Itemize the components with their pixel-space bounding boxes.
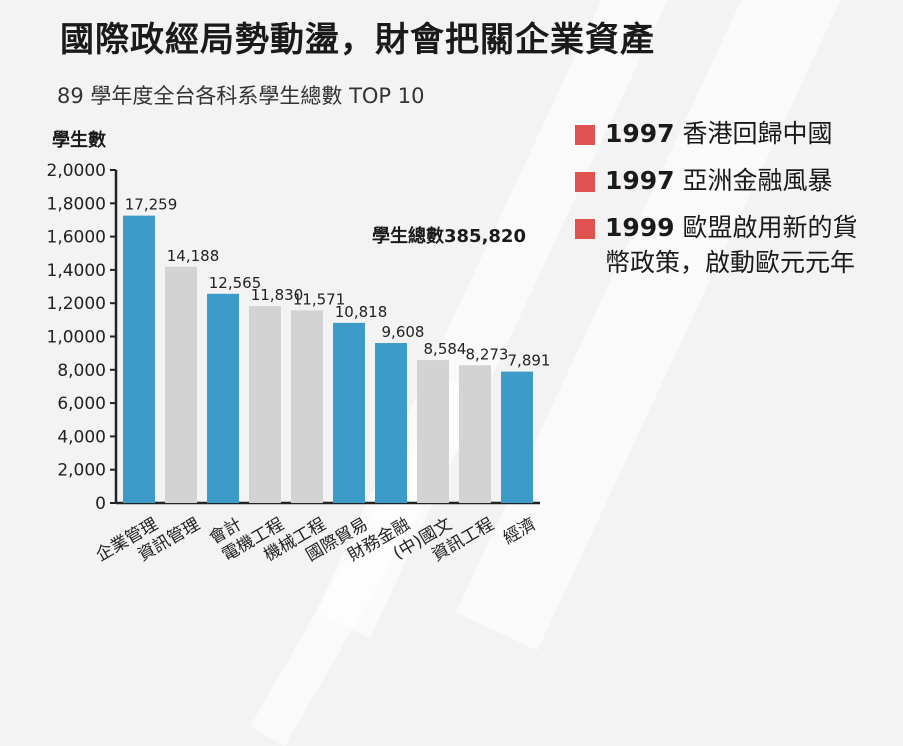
value-label: 8,273 (466, 345, 509, 363)
value-label: 17,259 (125, 196, 178, 214)
value-label: 7,891 (508, 352, 551, 370)
bar (207, 293, 239, 503)
legend-text: 亞洲金融風暴 (682, 166, 833, 195)
legend-item: 1999 歐盟啟用新的貨幣政策，啟動歐元元年 (575, 210, 865, 280)
legend-year: 1997 (605, 119, 675, 148)
y-tick-label: 4,000 (57, 427, 106, 447)
y-tick-label: 1,8000 (47, 194, 106, 214)
legend-year: 1997 (605, 166, 675, 195)
legend-item: 1997 香港回歸中國 (575, 116, 875, 151)
value-label: 9,608 (382, 323, 425, 341)
y-axis-label: 學生數 (52, 129, 106, 151)
y-axis: 0 2,000 4,000 6,000 8,000 1,0000 1,2000 1,4000 1… (47, 161, 540, 514)
value-label: 11,571 (293, 290, 346, 308)
value-label: 12,565 (209, 274, 262, 292)
bar (165, 266, 197, 503)
bar (291, 310, 323, 503)
bar (501, 371, 533, 503)
bar (249, 306, 281, 503)
legend-text: 歐盟啟用新的貨幣政策，啟動歐元元年 (605, 213, 858, 277)
y-tick-label: 6,000 (57, 394, 106, 414)
bars-group (123, 215, 533, 504)
bar (123, 215, 155, 504)
page-title: 國際政經局勢動盪，財會把關企業資產 (60, 20, 655, 60)
y-tick-label: 2,000 (57, 461, 106, 481)
y-tick-label: 8,000 (57, 361, 106, 381)
y-tick-label: 2,0000 (47, 161, 106, 181)
value-label: 14,188 (167, 247, 220, 265)
bar (459, 365, 491, 503)
y-tick-label: 1,6000 (47, 228, 106, 248)
value-label: 10,818 (335, 303, 388, 321)
y-tick-label: 1,0000 (47, 328, 106, 348)
value-label: 8,584 (424, 340, 467, 358)
legend-text: 香港回歸中國 (682, 119, 833, 148)
legend-swatch (575, 219, 595, 239)
legend: 1997 香港回歸中國 1997 亞洲金融風暴 1999 歐盟啟用新的貨幣政策，… (575, 116, 875, 292)
legend-swatch (575, 125, 595, 145)
bar (417, 360, 449, 503)
legend-swatch (575, 172, 595, 192)
bar-chart: 學生數 學生總數385,820 0 2,000 4,000 6,000 8,000 1,0… (47, 129, 551, 566)
legend-year: 1999 (605, 213, 675, 242)
chart-subtitle: 89 學年度全台各科系學生總數 TOP 10 (57, 84, 425, 108)
y-tick-label: 1,2000 (47, 294, 106, 314)
value-label: 11,830 (251, 286, 304, 304)
legend-item: 1997 亞洲金融風暴 (575, 163, 875, 198)
bar (333, 322, 365, 503)
total-students-label: 學生總數385,820 (372, 225, 526, 247)
y-tick-label: 0 (95, 494, 106, 514)
bar (375, 343, 407, 503)
y-tick-label: 1,4000 (47, 261, 106, 281)
x-tick-label: 經濟 (500, 514, 539, 548)
